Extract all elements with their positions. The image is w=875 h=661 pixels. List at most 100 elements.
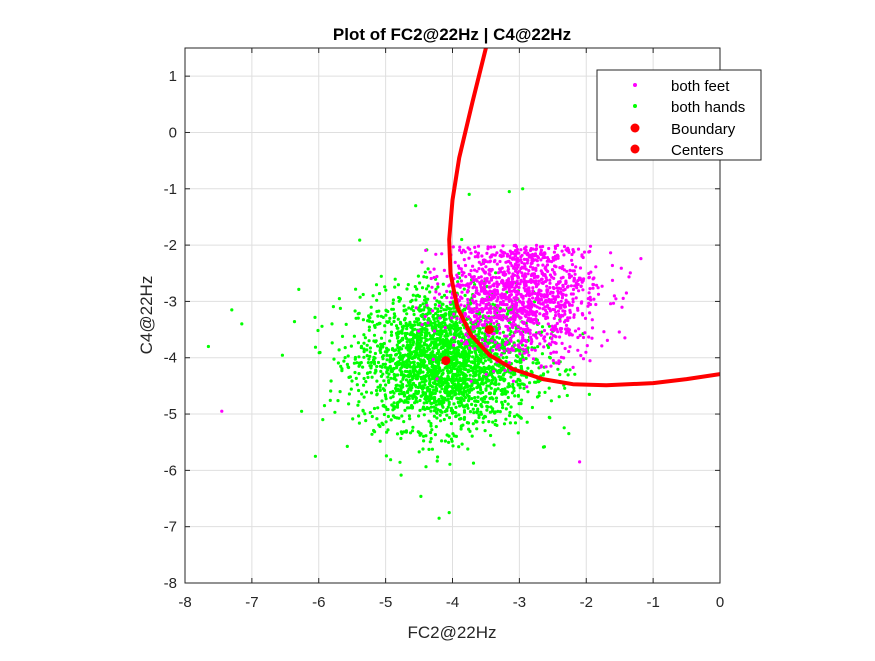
data-point <box>498 331 502 335</box>
data-point <box>558 315 563 319</box>
data-point <box>404 321 408 325</box>
data-point <box>489 360 493 364</box>
legend-label-both-feet: both feet <box>671 78 730 95</box>
data-point <box>437 292 441 296</box>
data-point <box>457 413 461 417</box>
data-point <box>560 249 564 253</box>
data-point <box>372 333 377 337</box>
data-point <box>452 336 456 340</box>
data-point <box>374 339 378 343</box>
data-point <box>549 332 553 336</box>
data-point <box>432 329 437 333</box>
data-point <box>473 360 477 364</box>
data-point <box>384 308 388 312</box>
data-point <box>517 414 521 418</box>
data-point <box>466 282 470 286</box>
data-point <box>487 420 491 424</box>
data-point <box>450 320 454 324</box>
data-point <box>488 391 492 396</box>
data-point <box>479 357 483 361</box>
data-point <box>463 304 467 308</box>
data-point <box>439 377 443 382</box>
data-point <box>515 301 519 305</box>
data-point <box>497 348 501 352</box>
data-point <box>610 278 615 282</box>
data-point <box>528 318 533 322</box>
data-point <box>419 494 423 498</box>
data-point <box>477 267 481 271</box>
data-point <box>506 309 511 313</box>
data-point <box>509 405 513 409</box>
data-point <box>354 376 358 380</box>
data-point <box>418 408 422 412</box>
data-point <box>436 319 440 323</box>
data-point <box>376 406 380 410</box>
data-point <box>456 264 461 268</box>
data-point <box>469 388 473 392</box>
data-point <box>513 394 517 398</box>
data-point <box>396 360 400 364</box>
data-point <box>416 344 421 348</box>
data-point <box>572 313 576 317</box>
data-point <box>568 303 572 307</box>
data-point <box>527 329 531 333</box>
data-point <box>487 285 491 289</box>
data-point <box>469 251 473 255</box>
data-point <box>320 324 324 328</box>
data-point <box>548 416 552 420</box>
data-point <box>442 308 446 312</box>
data-point <box>556 295 560 299</box>
data-point <box>361 292 365 297</box>
x-tick-label: -8 <box>178 594 191 611</box>
data-point <box>452 402 456 406</box>
data-point <box>556 301 560 305</box>
data-point <box>480 379 484 383</box>
data-point <box>506 347 510 351</box>
data-point <box>524 327 528 332</box>
data-point <box>353 309 357 313</box>
data-point <box>379 274 383 278</box>
data-point <box>445 413 449 417</box>
data-point <box>358 295 362 299</box>
data-point <box>329 379 333 383</box>
data-point <box>353 370 357 375</box>
data-point <box>404 308 408 312</box>
data-point <box>536 274 540 279</box>
data-point <box>468 310 472 314</box>
legend-marker-boundary <box>630 123 640 133</box>
data-point <box>460 237 464 242</box>
data-point <box>357 414 361 418</box>
data-point <box>512 386 516 390</box>
data-point <box>457 445 461 449</box>
data-point <box>463 311 467 315</box>
data-point <box>471 461 476 465</box>
data-point <box>443 326 447 330</box>
data-point <box>540 271 544 275</box>
data-point <box>498 267 502 271</box>
data-point <box>475 410 479 414</box>
data-point <box>562 253 566 257</box>
data-point <box>520 260 524 265</box>
data-point <box>419 375 423 379</box>
data-point <box>473 357 477 361</box>
data-point <box>374 388 379 393</box>
data-point <box>596 286 600 290</box>
data-point <box>450 296 454 300</box>
data-point <box>620 305 624 309</box>
data-point <box>418 383 422 387</box>
data-point <box>550 275 554 279</box>
data-point <box>560 341 564 345</box>
data-point <box>422 341 426 345</box>
data-point <box>581 357 586 361</box>
data-point <box>445 289 449 293</box>
data-point <box>470 397 474 401</box>
data-point <box>540 277 544 281</box>
data-point <box>454 434 458 438</box>
data-point <box>362 355 366 359</box>
data-point <box>506 385 510 389</box>
data-point <box>450 379 455 383</box>
data-point <box>534 266 538 270</box>
data-point <box>571 300 575 304</box>
data-point <box>393 277 397 281</box>
